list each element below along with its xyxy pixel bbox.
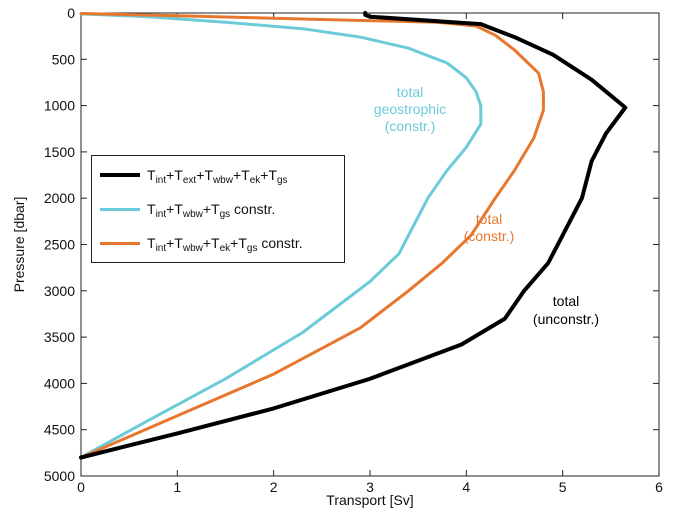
x-tick-label: 6	[655, 479, 663, 495]
series-line-1	[79, 12, 483, 459]
legend-item-total-constrained: Tint+Twbw+Tek+Tgs constr.	[100, 230, 303, 256]
x-tick-label: 5	[559, 479, 567, 495]
annotation-line: (unconstr.)	[533, 311, 599, 327]
y-tick-label: 1500	[44, 144, 75, 160]
legend: Tint+Text+Twbw+Tek+Tgs Tint+Twbw+Tgs con…	[91, 155, 345, 263]
series-annotation-2: total (constr.)	[464, 211, 515, 244]
annotation-line: total	[397, 84, 423, 100]
x-axis-label: Transport [Sv]	[326, 492, 413, 508]
y-tick-label: 4000	[44, 375, 75, 391]
y-tick-label: 3000	[44, 283, 75, 299]
legend-swatch	[100, 241, 140, 245]
y-tick-label: 3500	[44, 329, 75, 345]
legend-label: Tint+Text+Twbw+Tek+Tgs	[147, 167, 288, 186]
legend-label: Tint+Twbw+Tek+Tgs constr.	[147, 235, 303, 254]
x-tick-label: 2	[270, 479, 278, 495]
annotation-line: total	[476, 211, 502, 227]
series-annotation-1: total geostrophic (constr.)	[374, 84, 446, 134]
legend-swatch	[100, 207, 140, 211]
series-annotation-0: total (unconstr.)	[533, 293, 599, 327]
y-tick-label: 500	[52, 51, 76, 67]
y-tick-label: 1000	[44, 98, 75, 114]
annotation-line: geostrophic	[374, 101, 446, 117]
y-tick-label: 4500	[44, 422, 75, 438]
x-tick-label: 3	[366, 479, 374, 495]
x-tick-label: 0	[77, 479, 85, 495]
series-line-0	[79, 11, 628, 460]
legend-swatch	[100, 173, 140, 177]
y-axis-label: Pressure [dbar]	[11, 197, 27, 293]
y-tick-label: 0	[67, 5, 75, 21]
annotation-line: total	[553, 293, 579, 309]
legend-item-total-unconstrained: Tint+Text+Twbw+Tek+Tgs	[100, 162, 288, 188]
y-tick-label: 2500	[44, 237, 75, 253]
x-tick-label: 4	[462, 479, 470, 495]
y-tick-label: 2000	[44, 190, 75, 206]
legend-item-geostrophic-constrained: Tint+Twbw+Tgs constr.	[100, 196, 275, 222]
x-tick-label: 1	[173, 479, 181, 495]
y-tick-label: 5000	[44, 468, 75, 484]
annotation-line: (constr.)	[385, 118, 436, 134]
legend-label: Tint+Twbw+Tgs constr.	[147, 201, 276, 220]
annotation-line: (constr.)	[464, 228, 515, 244]
